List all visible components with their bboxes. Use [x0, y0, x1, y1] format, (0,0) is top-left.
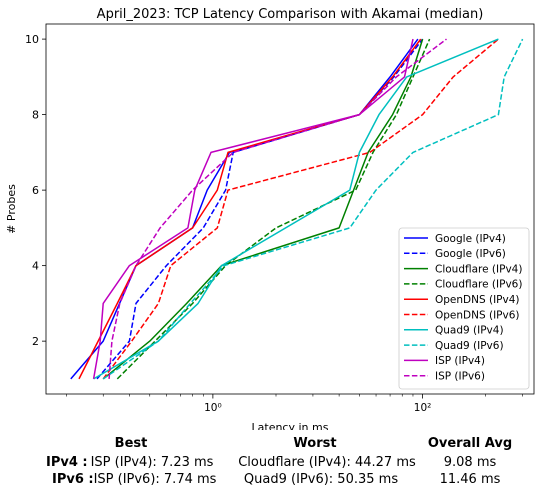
- legend-label: Quad9 (IPv4): [435, 325, 504, 337]
- y-tick-label: 8: [32, 109, 39, 122]
- chart-title: April_2023: TCP Latency Comparison with …: [97, 7, 484, 22]
- legend-label: ISP (IPv6): [435, 371, 485, 383]
- y-tick-label: 10: [25, 33, 39, 46]
- series-line-opendns-ipv4: [78, 38, 422, 380]
- legend-label: Cloudflare (IPv6): [435, 279, 522, 291]
- legend: Google (IPv4) Google (IPv6) Cloudflare (IP…: [398, 227, 530, 390]
- series-group: [70, 38, 524, 380]
- x-axis-label: Latency in ms: [252, 421, 329, 430]
- series-line-google-ipv4: [70, 38, 419, 380]
- ipv6-avg-value: 11.46 ms: [439, 472, 501, 487]
- ipv4-avg-value: 9.08 ms: [443, 455, 497, 470]
- y-axis-label: # Probes: [5, 184, 18, 234]
- legend-label: OpenDNS (IPv6): [435, 309, 520, 321]
- ipv6-worst-value: Quad9 (IPv6): 50.35 ms: [243, 472, 399, 487]
- legend-label: Google (IPv6): [435, 248, 506, 260]
- legend-label: OpenDNS (IPv4): [435, 294, 520, 306]
- y-tick-label: 4: [32, 260, 39, 273]
- overall-avg-header: Overall Avg: [427, 436, 513, 451]
- plot-frame: [45, 23, 535, 395]
- ipv4-worst-value: Cloudflare (IPv4): 44.27 ms: [238, 455, 416, 470]
- legend-label: ISP (IPv4): [435, 355, 485, 367]
- worst-header: Worst: [293, 436, 337, 451]
- y-tick-label: 6: [32, 184, 39, 197]
- ipv6-row-label: IPv6 :: [52, 472, 94, 487]
- legend-box: [398, 227, 530, 390]
- series-line-isp-ipv4: [92, 38, 414, 380]
- series-line-google-ipv6: [96, 38, 424, 380]
- legend-label: Quad9 (IPv6): [435, 340, 504, 352]
- y-tick-label: 2: [32, 335, 39, 348]
- x-tick-label: 10²: [414, 402, 432, 414]
- latency-chart: April_2023: TCP Latency Comparison with …: [5, 7, 535, 430]
- legend-label: Cloudflare (IPv4): [435, 263, 522, 275]
- series-line-cloudflare-ipv4: [102, 38, 424, 380]
- series-line-quad9-ipv6: [102, 38, 524, 380]
- x-tick-label: 10⁰: [204, 402, 222, 414]
- ipv6-best-value: ISP (IPv6): 7.74 ms: [93, 472, 217, 487]
- legend-label: Google (IPv4): [435, 233, 506, 245]
- best-header: Best: [114, 436, 148, 451]
- series-line-opendns-ipv6: [102, 38, 499, 380]
- ipv4-best-value: ISP (IPv4): 7.23 ms: [90, 455, 214, 470]
- ipv4-row-label: IPv4 :: [46, 455, 88, 470]
- series-line-isp-ipv6: [108, 38, 447, 379]
- series-line-quad9-ipv4: [93, 38, 499, 380]
